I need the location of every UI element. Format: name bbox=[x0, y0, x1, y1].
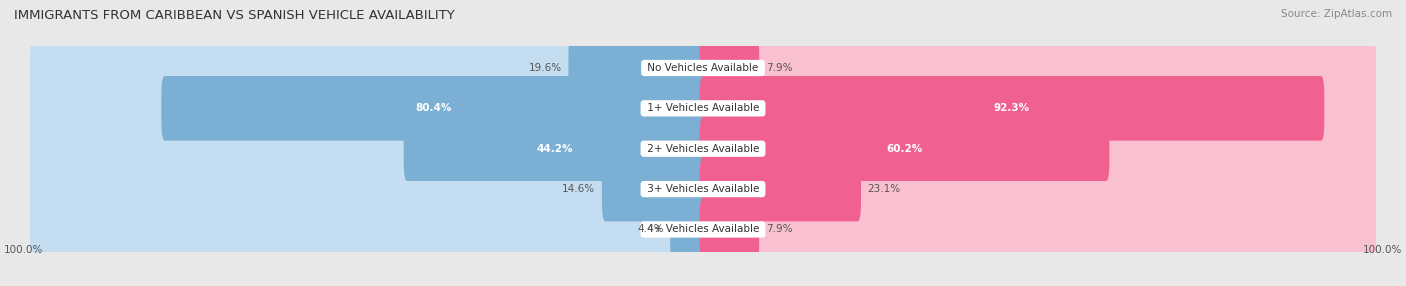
FancyBboxPatch shape bbox=[700, 157, 860, 221]
Text: 14.6%: 14.6% bbox=[562, 184, 595, 194]
Text: 100.0%: 100.0% bbox=[1364, 245, 1403, 255]
FancyBboxPatch shape bbox=[700, 76, 1376, 141]
FancyBboxPatch shape bbox=[700, 36, 1376, 100]
Text: No Vehicles Available: No Vehicles Available bbox=[644, 63, 762, 73]
FancyBboxPatch shape bbox=[30, 36, 706, 100]
Bar bbox=[34, 88, 1372, 128]
FancyBboxPatch shape bbox=[30, 116, 706, 181]
FancyBboxPatch shape bbox=[700, 36, 759, 100]
Text: 23.1%: 23.1% bbox=[868, 184, 901, 194]
Bar bbox=[34, 128, 1372, 169]
Bar bbox=[34, 48, 1372, 88]
FancyBboxPatch shape bbox=[700, 116, 1109, 181]
FancyBboxPatch shape bbox=[30, 76, 706, 141]
FancyBboxPatch shape bbox=[568, 36, 706, 100]
Bar bbox=[34, 209, 1372, 250]
Text: 1+ Vehicles Available: 1+ Vehicles Available bbox=[644, 103, 762, 113]
Text: 3+ Vehicles Available: 3+ Vehicles Available bbox=[644, 184, 762, 194]
Text: Source: ZipAtlas.com: Source: ZipAtlas.com bbox=[1281, 9, 1392, 19]
FancyBboxPatch shape bbox=[404, 116, 706, 181]
Text: IMMIGRANTS FROM CARIBBEAN VS SPANISH VEHICLE AVAILABILITY: IMMIGRANTS FROM CARIBBEAN VS SPANISH VEH… bbox=[14, 9, 454, 21]
Text: 7.9%: 7.9% bbox=[766, 63, 793, 73]
Text: 7.9%: 7.9% bbox=[766, 225, 793, 235]
FancyBboxPatch shape bbox=[30, 197, 706, 262]
FancyBboxPatch shape bbox=[700, 197, 1376, 262]
FancyBboxPatch shape bbox=[700, 157, 1376, 221]
Text: 4.4%: 4.4% bbox=[637, 225, 664, 235]
Text: 4+ Vehicles Available: 4+ Vehicles Available bbox=[644, 225, 762, 235]
Text: 19.6%: 19.6% bbox=[529, 63, 562, 73]
FancyBboxPatch shape bbox=[700, 76, 1324, 141]
Text: 100.0%: 100.0% bbox=[3, 245, 42, 255]
FancyBboxPatch shape bbox=[30, 157, 706, 221]
FancyBboxPatch shape bbox=[700, 116, 1376, 181]
FancyBboxPatch shape bbox=[671, 197, 706, 262]
FancyBboxPatch shape bbox=[162, 76, 706, 141]
FancyBboxPatch shape bbox=[700, 197, 759, 262]
Bar bbox=[34, 169, 1372, 209]
Text: 60.2%: 60.2% bbox=[886, 144, 922, 154]
FancyBboxPatch shape bbox=[602, 157, 706, 221]
Text: 44.2%: 44.2% bbox=[537, 144, 574, 154]
Text: 80.4%: 80.4% bbox=[416, 103, 453, 113]
Text: 2+ Vehicles Available: 2+ Vehicles Available bbox=[644, 144, 762, 154]
Text: 92.3%: 92.3% bbox=[994, 103, 1031, 113]
